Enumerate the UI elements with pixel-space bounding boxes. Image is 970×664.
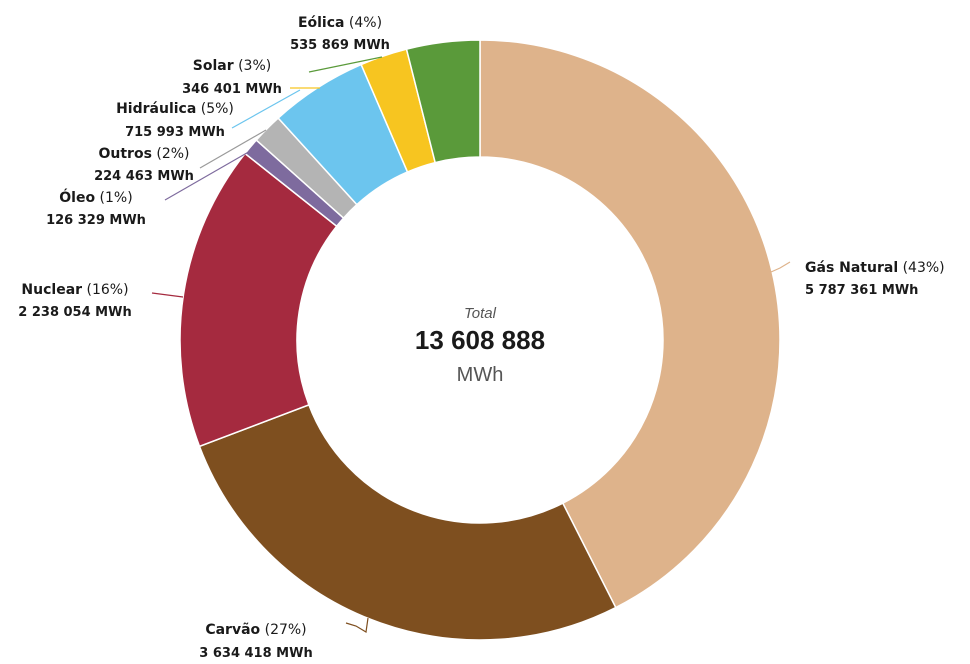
slice-name-solar: Solar: [193, 58, 234, 74]
slice-name-carvao: Carvão: [205, 622, 260, 638]
slice-name-nuclear: Nuclear: [21, 282, 82, 298]
slice-label-nuclear: Nuclear (16%): [21, 282, 128, 298]
slice-label-hidraulica: Hidráulica (5%): [116, 101, 234, 117]
leader-line-hidraulica: [231, 89, 301, 129]
slice-percent-solar: (3%): [234, 58, 272, 74]
slice-value-hidraulica: 715 993 MWh: [125, 125, 225, 140]
slice-value-solar: 346 401 MWh: [182, 82, 282, 97]
slice-value-gas: 5 787 361 MWh: [805, 283, 918, 298]
slice-value-carvao: 3 634 418 MWh: [199, 646, 312, 661]
leader-line-eolica: [308, 56, 383, 73]
slice-percent-gas: (43%): [898, 260, 945, 276]
slice-percent-oleo: (1%): [95, 190, 133, 206]
slice-carvao: [198, 403, 617, 641]
slice-label-eolica: Eólica (4%): [298, 15, 382, 31]
leader-line-oleo: [164, 149, 253, 201]
leader-line-nuclear: [151, 292, 184, 298]
slice-value-outros: 224 463 MWh: [94, 169, 194, 184]
center-total-label: Total: [464, 305, 497, 322]
leader-line-carvao: [345, 617, 369, 633]
slice-label-solar: Solar (3%): [193, 58, 271, 74]
slice-value-oleo: 126 329 MWh: [46, 213, 146, 228]
slice-name-hidraulica: Hidráulica: [116, 101, 196, 117]
slice-percent-eolica: (4%): [344, 15, 382, 31]
slice-label-carvao: Carvão (27%): [205, 622, 306, 638]
slice-value-eolica: 535 869 MWh: [290, 38, 390, 53]
slice-percent-carvao: (27%): [260, 622, 307, 638]
slice-name-outros: Outros: [98, 146, 151, 162]
slice-name-gas: Gás Natural: [805, 260, 898, 276]
leader-line-gas: [770, 261, 791, 273]
center-total-value: 13 608 888: [415, 325, 545, 355]
slice-percent-hidraulica: (5%): [196, 101, 234, 117]
slice-eolica: [405, 39, 481, 164]
slice-percent-nuclear: (16%): [82, 282, 129, 298]
slice-label-gas: Gás Natural (43%): [805, 260, 945, 276]
center-total-unit: MWh: [457, 364, 504, 386]
slice-name-eolica: Eólica: [298, 15, 345, 31]
donut-slices: [179, 39, 781, 641]
leader-line-outros: [199, 129, 267, 169]
slice-label-oleo: Óleo (1%): [59, 188, 132, 206]
slice-gas: [479, 39, 781, 609]
slice-nuclear: [179, 152, 338, 448]
label-leader-lines: [151, 56, 791, 633]
slice-percent-outros: (2%): [152, 146, 190, 162]
slice-name-oleo: Óleo: [59, 188, 95, 206]
slice-labels: Gás Natural (43%) 5 787 361 MWh Carvão (27…: [18, 15, 944, 661]
slice-value-nuclear: 2 238 054 MWh: [18, 305, 131, 320]
donut-center: Total 13 608 888 MWh: [415, 305, 545, 386]
slice-label-outros: Outros (2%): [98, 146, 189, 162]
